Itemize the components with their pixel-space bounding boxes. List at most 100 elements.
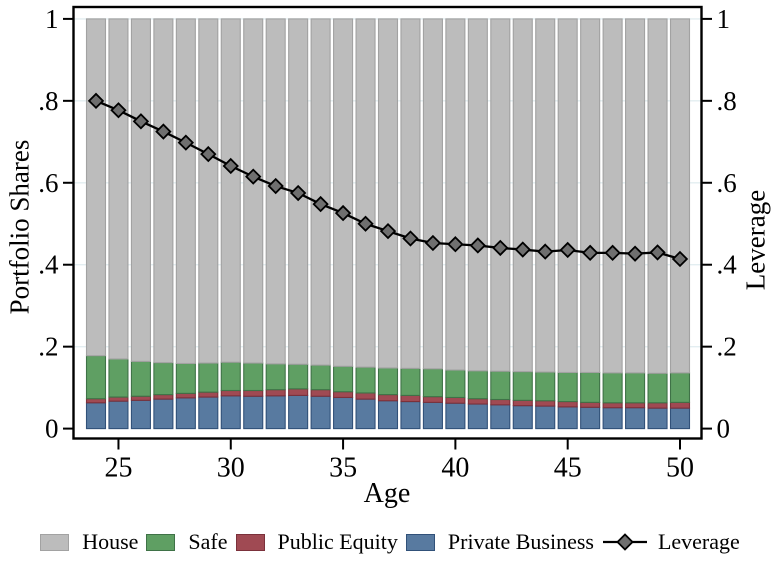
bar-segment-safe <box>400 367 421 396</box>
bar-segment-private_business <box>288 394 309 430</box>
bar-segment-private_business <box>467 403 488 430</box>
legend-label-public-equity: Public Equity <box>277 529 398 554</box>
bar-segment-private_business <box>580 406 601 430</box>
bar-segment-safe <box>220 361 241 392</box>
leverage-marker <box>514 241 531 258</box>
leverage-marker <box>267 177 284 195</box>
leverage-marker <box>177 134 195 151</box>
leverage-marker <box>110 102 127 119</box>
bar-segment-public_equity <box>580 401 601 408</box>
bar-segment-house <box>108 18 129 360</box>
leverage-marker <box>492 239 509 257</box>
y-tick-label-left: 1 <box>45 4 59 34</box>
bar-segment-house <box>669 18 691 374</box>
bar-segment-house <box>130 18 151 362</box>
leverage-marker <box>559 241 576 259</box>
leverage-marker <box>469 237 487 254</box>
y-tick-label-right: 0 <box>717 414 731 444</box>
plot-frame <box>72 5 703 440</box>
bar-segment-public_equity <box>400 394 421 403</box>
bar-segment-private_business <box>669 407 691 430</box>
bar-segment-safe <box>602 372 623 404</box>
y-tick-label-left: 0 <box>45 414 59 444</box>
bar-segment-public_equity <box>647 402 668 409</box>
bar-segment-safe <box>535 371 556 402</box>
bar-segment-public_equity <box>108 396 129 402</box>
leverage-marker <box>581 244 599 262</box>
bar-segment-public_equity <box>265 389 286 397</box>
leverage-marker <box>424 234 442 252</box>
leverage-marker <box>334 204 352 222</box>
bar-segment-private_business <box>625 407 646 430</box>
bar-segment-public_equity <box>85 398 107 404</box>
bar-segment-private_business <box>377 400 399 430</box>
y-tick-label-left: .2 <box>38 332 58 362</box>
bar-segment-private_business <box>512 405 533 430</box>
y-tick-label-right: .2 <box>717 332 737 362</box>
bar-segment-private_business <box>130 399 151 430</box>
bar-segment-house <box>445 18 466 371</box>
legend-item-private-business: Private Business <box>405 529 594 555</box>
leverage-marker <box>289 184 307 202</box>
chart-canvas: 0 0 .2 .2 .4 .4 .6 .6 .8 .8 1 1 25 30 35 40 45 50 <box>38 4 738 484</box>
bar-segment-house <box>467 18 488 372</box>
bar-segment-public_equity <box>220 389 241 397</box>
bar-segment-house <box>647 18 668 374</box>
legend: House Safe Public Equity Private Busines… <box>0 524 780 560</box>
bar-segment-public_equity <box>310 389 331 397</box>
y-tick-label-left: .4 <box>38 250 59 280</box>
bar-segment-public_equity <box>130 395 151 401</box>
leverage-marker <box>649 244 666 261</box>
bar-segment-private_business <box>175 397 196 430</box>
bar-segment-house <box>198 18 219 364</box>
legend-item-safe: Safe <box>146 529 228 555</box>
bar-segment-house <box>512 18 533 373</box>
bar-segment-public_equity <box>669 401 691 409</box>
bar-segment-private_business <box>445 402 466 430</box>
bar-segment-private_business <box>85 402 107 430</box>
bar-segment-public_equity <box>288 388 309 396</box>
x-tick-label: 30 <box>217 453 245 484</box>
leverage-marker <box>312 195 329 213</box>
x-tick-label: 35 <box>329 453 357 484</box>
leverage-marker <box>379 222 397 240</box>
legend-item-house: House <box>40 529 138 555</box>
safe-swatch <box>146 533 176 551</box>
bar-segment-house <box>400 18 421 369</box>
y-tick-label-right: 1 <box>717 4 731 34</box>
bar-segment-safe <box>647 372 668 404</box>
bar-segment-private_business <box>647 407 668 430</box>
x-tick-label: 50 <box>666 453 694 484</box>
leverage-marker <box>537 243 554 260</box>
bar-segment-house <box>557 18 578 374</box>
bar-segment-house <box>535 18 556 373</box>
legend-item-public-equity: Public Equity <box>235 529 398 555</box>
leverage-marker-icon <box>602 533 647 551</box>
bar-segment-house <box>602 18 623 374</box>
bar-segment-safe <box>557 371 578 403</box>
x-tick-label: 40 <box>441 453 469 484</box>
bar-segment-private_business <box>198 396 219 430</box>
bar-segment-private_business <box>265 395 286 430</box>
bar-segment-house <box>333 18 354 367</box>
bar-segment-private_business <box>535 405 556 430</box>
leverage-marker <box>447 236 464 253</box>
bar-segment-public_equity <box>625 402 646 409</box>
bar-segment-public_equity <box>333 391 354 399</box>
bar-segment-private_business <box>602 407 623 430</box>
y-tick-label-right: .4 <box>717 250 738 280</box>
bar-segment-private_business <box>333 396 354 430</box>
bar-segment-private_business <box>422 401 443 430</box>
public-equity-swatch <box>235 533 265 551</box>
bar-segment-public_equity <box>175 392 196 399</box>
bar-segment-safe <box>467 370 488 400</box>
bar-segment-house <box>85 18 107 357</box>
bar-segment-safe <box>422 368 443 398</box>
bar-segment-public_equity <box>467 398 488 405</box>
bar-segment-private_business <box>220 395 241 430</box>
leverage-marker <box>671 250 689 268</box>
bar-segment-public_equity <box>602 402 623 409</box>
bar-segment-public_equity <box>153 394 174 400</box>
leverage-marker <box>626 245 644 262</box>
